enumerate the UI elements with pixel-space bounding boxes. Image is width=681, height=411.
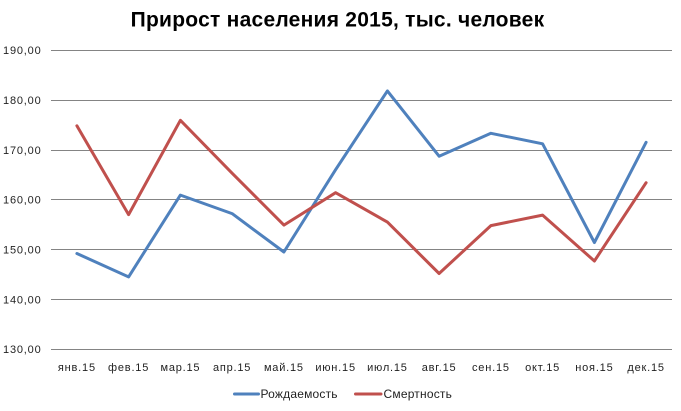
svg-text:ноя.15: ноя.15 <box>575 362 613 374</box>
svg-text:150,00: 150,00 <box>3 244 41 256</box>
svg-text:170,00: 170,00 <box>3 145 41 157</box>
svg-text:190,00: 190,00 <box>3 45 41 57</box>
svg-text:сен.15: сен.15 <box>472 362 510 374</box>
svg-text:Рождаемость: Рождаемость <box>261 387 338 401</box>
svg-text:130,00: 130,00 <box>3 344 41 356</box>
svg-text:Прирост населения 2015, тыс. ч: Прирост населения 2015, тыс. человек <box>131 9 545 32</box>
svg-text:июн.15: июн.15 <box>315 362 356 374</box>
svg-text:авг.15: авг.15 <box>422 362 457 374</box>
svg-text:фев.15: фев.15 <box>108 362 149 374</box>
svg-text:май.15: май.15 <box>264 362 304 374</box>
svg-text:Смертность: Смертность <box>384 387 453 401</box>
svg-text:160,00: 160,00 <box>3 195 41 207</box>
svg-text:мар.15: мар.15 <box>160 362 200 374</box>
svg-text:окт.15: окт.15 <box>525 362 560 374</box>
svg-text:апр.15: апр.15 <box>213 362 251 374</box>
svg-text:дек.15: дек.15 <box>627 362 664 374</box>
svg-text:180,00: 180,00 <box>3 95 41 107</box>
svg-text:янв.15: янв.15 <box>58 362 96 374</box>
svg-text:июл.15: июл.15 <box>367 362 408 374</box>
svg-text:140,00: 140,00 <box>3 294 41 306</box>
